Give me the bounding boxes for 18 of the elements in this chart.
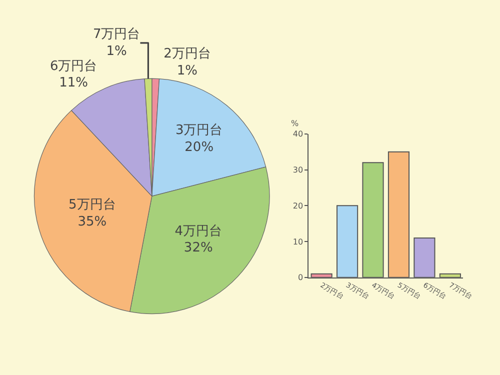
y-tick-label: 10 bbox=[292, 237, 304, 246]
data-label: 11% bbox=[59, 76, 88, 91]
data-label: 1% bbox=[176, 64, 198, 79]
y-tick-label: 30 bbox=[292, 166, 304, 175]
data-label: 32% bbox=[184, 240, 213, 256]
slice-label: 7万円台 bbox=[92, 26, 140, 42]
slice-label: 6万円台 bbox=[50, 58, 98, 74]
data-label: 1% bbox=[106, 44, 127, 59]
y-axis-title: % bbox=[291, 119, 299, 128]
slice-label: 4万円台 bbox=[174, 224, 222, 239]
slice-label: 2万円台 bbox=[164, 46, 211, 62]
y-tick-label: 20 bbox=[292, 201, 304, 210]
slice-label: 3万円台 bbox=[175, 123, 223, 138]
y-tick-label: 0 bbox=[298, 273, 304, 282]
slice-label: 5万円台 bbox=[68, 198, 116, 213]
y-tick-label: 40 bbox=[292, 130, 304, 139]
data-label: 35% bbox=[78, 214, 107, 230]
data-label: 20% bbox=[184, 140, 214, 156]
